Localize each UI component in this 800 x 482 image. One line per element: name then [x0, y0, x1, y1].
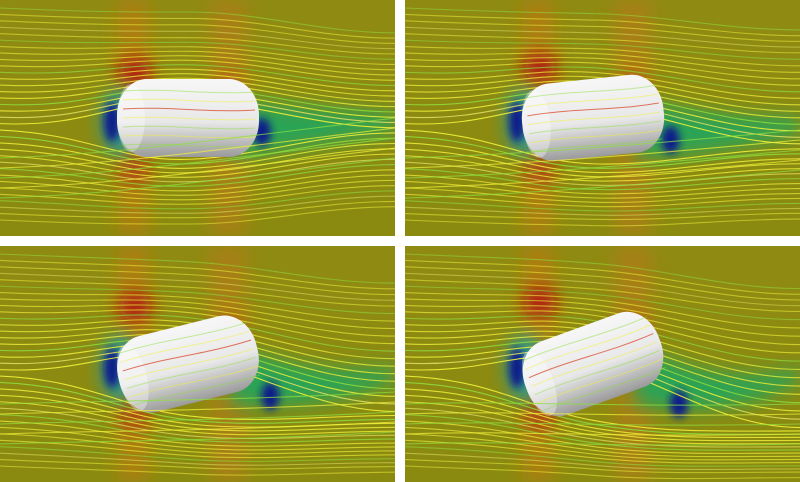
flow-field-svg [405, 246, 800, 482]
foreground-streamlines [0, 391, 395, 445]
surface-streamlines [522, 316, 666, 413]
surface-streamlines [525, 84, 663, 153]
flow-field-svg [405, 0, 800, 236]
bluff-body [117, 79, 259, 157]
foreground-streamlines [405, 129, 800, 199]
bluff-body [521, 74, 665, 162]
bluff-body [116, 315, 260, 413]
flow-panel-top-left [0, 0, 395, 236]
flow-panel-top-right [405, 0, 800, 236]
surface-streamlines [122, 89, 256, 148]
foreground-streamlines [0, 117, 395, 199]
foreground-streamlines [405, 402, 800, 446]
surface-streamlines [118, 322, 260, 407]
flow-field-svg [0, 246, 395, 482]
flow-field-svg [0, 0, 395, 236]
bluff-body [521, 311, 666, 417]
flow-panel-bottom-left [0, 246, 395, 482]
flow-panel-bottom-right [405, 246, 800, 482]
